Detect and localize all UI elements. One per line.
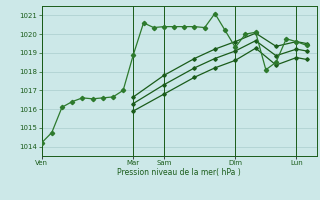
X-axis label: Pression niveau de la mer( hPa ): Pression niveau de la mer( hPa )	[117, 168, 241, 177]
